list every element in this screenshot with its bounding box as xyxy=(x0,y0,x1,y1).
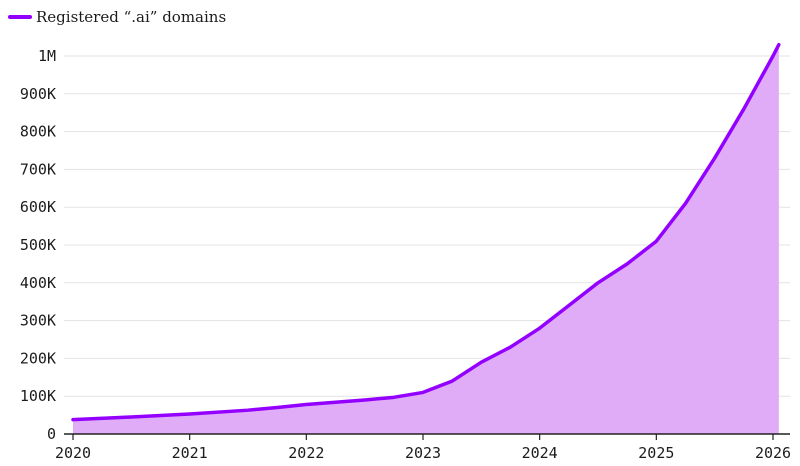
x-tick-label: 2023 xyxy=(405,444,441,462)
y-tick-label: 500K xyxy=(20,236,56,254)
y-tick-label: 200K xyxy=(20,349,56,367)
y-tick-label: 900K xyxy=(20,85,56,103)
y-tick-label: 800K xyxy=(20,123,56,141)
y-tick-label: 700K xyxy=(20,160,56,178)
line-layer xyxy=(71,42,781,422)
y-tick-label: 1M xyxy=(38,47,56,65)
x-tick-label: 2024 xyxy=(522,444,558,462)
y-tick-label: 600K xyxy=(20,198,56,216)
x-tick-label: 2020 xyxy=(55,444,91,462)
legend-label: Registered “.ai” domains xyxy=(36,8,226,26)
x-tick-label: 2022 xyxy=(288,444,324,462)
grid-layer xyxy=(64,55,790,397)
y-tick-label: 300K xyxy=(20,312,56,330)
y-tick-label: 100K xyxy=(20,387,56,405)
axis-layer: 0 100K 200K 300K 400K 500K 600K 700K 800K 900K 1M 2… xyxy=(20,47,791,462)
y-tick-label: 400K xyxy=(20,274,56,292)
area-layer xyxy=(73,44,779,434)
series-line xyxy=(71,42,781,422)
x-tick-label: 2025 xyxy=(638,444,674,462)
x-tick-label: 2026 xyxy=(755,444,791,462)
legend: Registered “.ai” domains xyxy=(8,8,226,26)
area-fill xyxy=(73,44,779,434)
x-tick-label: 2021 xyxy=(172,444,208,462)
y-tick-label: 0 xyxy=(47,425,56,443)
